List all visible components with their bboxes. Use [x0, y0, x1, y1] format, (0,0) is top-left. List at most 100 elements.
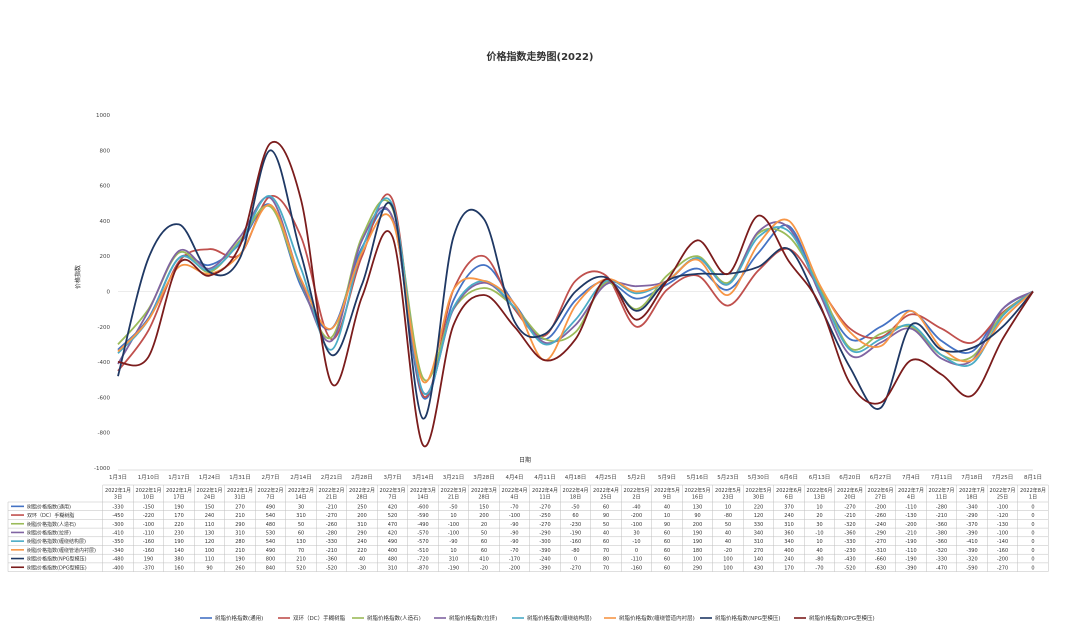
table-cell: -410: [112, 530, 123, 536]
table-cell: -660: [875, 557, 886, 563]
table-header-cell: 16日: [692, 495, 703, 501]
table-header-cell: 2022年1月: [136, 487, 162, 494]
table-cell: -340: [966, 504, 977, 510]
table-cell: 20: [481, 522, 487, 528]
table-cell: -520: [326, 565, 337, 571]
legend-label: 树脂价格指数(拉挤): [449, 614, 497, 622]
table-cell: -90: [510, 530, 518, 536]
table-cell: -240: [875, 522, 886, 528]
table-cell: -20: [724, 548, 732, 554]
table-cell: 190: [174, 539, 184, 545]
table-cell: 100: [693, 557, 703, 563]
table-header-cell: 2022年7月: [959, 487, 985, 494]
table-series-name: 树脂价格指数(DPG型模压): [27, 564, 87, 571]
table-cell: -390: [905, 565, 916, 571]
table-header-cell: 28日: [356, 495, 367, 501]
x-tick-label: 6月27日: [870, 474, 892, 481]
table-header-cell: 2022年2月: [258, 487, 284, 494]
table-cell: 90: [664, 522, 670, 528]
table-cell: 420: [388, 530, 398, 536]
table-header-cell: 18日: [966, 495, 977, 501]
table-cell: 490: [388, 539, 398, 545]
table-cell: -590: [417, 513, 428, 519]
table-cell: 490: [266, 548, 276, 554]
table-cell: -100: [509, 513, 520, 519]
table-cell: 130: [205, 530, 215, 536]
table-header-cell: 2022年7月: [929, 487, 955, 494]
table-cell: -490: [417, 522, 428, 528]
table-cell: 10: [664, 513, 670, 519]
table-cell: -370: [143, 565, 154, 571]
table-cell: 80: [603, 557, 609, 563]
table-cell: -130: [997, 522, 1008, 528]
table-cell: 280: [235, 539, 245, 545]
table-cell: 0: [1031, 557, 1034, 563]
table-header-cell: 21日: [448, 495, 459, 501]
table-cell: -150: [143, 504, 154, 510]
table-cell: 140: [754, 557, 764, 563]
table-cell: 130: [693, 504, 703, 510]
y-tick-label: 800: [100, 148, 111, 154]
table-cell: 200: [357, 513, 367, 519]
series-line-6: [117, 204, 1034, 384]
table-cell: 60: [603, 504, 609, 510]
y-axis-label: 价格指数: [74, 265, 82, 289]
table-cell: 310: [388, 565, 398, 571]
table-cell: 110: [205, 557, 215, 563]
x-tick-label: 5月9日: [658, 474, 676, 481]
table-cell: 400: [388, 548, 398, 554]
table-header-cell: 27日: [875, 495, 886, 501]
table-header-cell: 2022年1月: [197, 487, 223, 494]
table-cell: -290: [539, 530, 550, 536]
table-cell: -260: [875, 513, 886, 519]
table-cell: 10: [816, 504, 822, 510]
x-tick-label: 5月23日: [717, 474, 739, 481]
table-cell: -200: [509, 565, 520, 571]
table-cell: 190: [693, 539, 703, 545]
table-cell: -270: [844, 504, 855, 510]
table-cell: 310: [449, 557, 459, 563]
table-header-cell: 2022年4月: [532, 487, 558, 494]
x-tick-label: 7月11日: [931, 474, 953, 481]
table-cell: 0: [1031, 548, 1034, 554]
table-cell: -80: [571, 548, 579, 554]
table-cell: -160: [143, 539, 154, 545]
x-tick-label: 1月3日: [109, 474, 127, 481]
table-cell: 40: [359, 557, 365, 563]
table-header-cell: 2022年5月: [715, 487, 741, 494]
y-tick-label: 200: [100, 254, 111, 260]
series-line-3: [117, 199, 1034, 382]
table-header-cell: 17日: [173, 495, 184, 501]
table-cell: -190: [448, 565, 459, 571]
x-tick-label: 1月31日: [229, 474, 251, 481]
table-cell: -170: [509, 557, 520, 563]
table-header-cell: 2022年4月: [593, 487, 619, 494]
table-cell: 0: [574, 557, 577, 563]
table-cell: 170: [174, 513, 184, 519]
table-header-cell: 9日: [663, 495, 671, 501]
table-cell: 310: [235, 530, 245, 536]
table-cell: 0: [1031, 565, 1034, 571]
table-cell: -100: [997, 530, 1008, 536]
table-cell: 60: [664, 548, 670, 554]
table-header-cell: 2022年5月: [654, 487, 680, 494]
table-header-cell: 7日: [266, 495, 274, 501]
x-axis: 1月3日 1月10日 1月17日 1月24日 1月31日 2月7日 2月14日 2月21日 2月…: [109, 291, 1042, 481]
table-cell: -230: [570, 522, 581, 528]
table-series-name: 树脂价格指数(缠绕结构层): [27, 538, 86, 545]
table-cell: -390: [539, 548, 550, 554]
table-cell: 250: [357, 504, 367, 510]
series-lines: [117, 140, 1034, 448]
table-cell: 530: [266, 530, 276, 536]
x-tick-label: 4月11日: [534, 474, 556, 481]
table-cell: 0: [635, 548, 638, 554]
table-cell: 20: [816, 513, 822, 519]
table-cell: -450: [112, 513, 123, 519]
table-header-cell: 2022年6月: [837, 487, 863, 494]
table-header-cell: 11日: [936, 495, 947, 501]
series-line-8: [117, 140, 1034, 448]
table-header-cell: 2022年6月: [868, 487, 894, 494]
table-cell: -280: [936, 504, 947, 510]
table-cell: 100: [723, 557, 733, 563]
table-header-cell: 14日: [295, 495, 306, 501]
